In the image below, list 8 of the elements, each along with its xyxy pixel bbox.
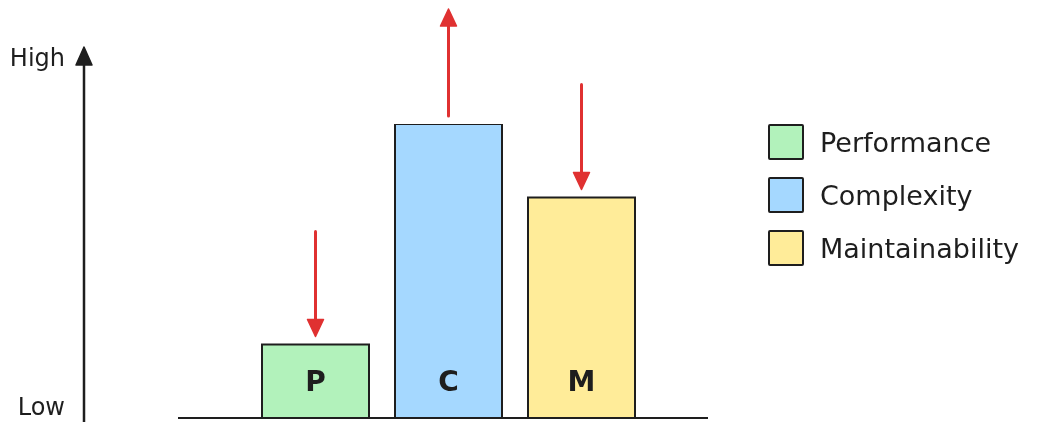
legend-label: Complexity [820, 179, 973, 211]
x-tick-label: C [438, 364, 459, 398]
text: High [9, 44, 65, 72]
legend-label: Performance [820, 126, 992, 158]
text: Low [17, 393, 65, 421]
legend-label: Maintainability [820, 232, 1019, 264]
x-tick-label: M [567, 364, 596, 398]
x-tick-label: P [305, 364, 326, 398]
